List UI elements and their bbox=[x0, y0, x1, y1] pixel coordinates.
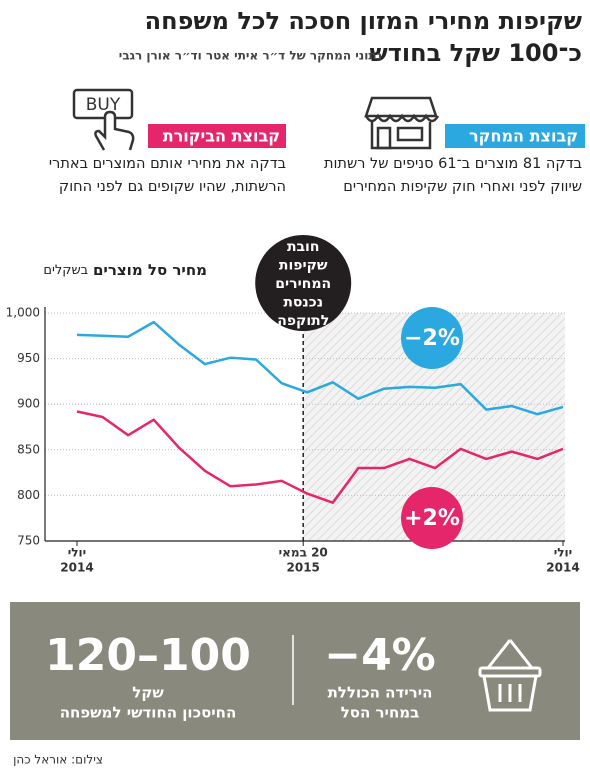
title: שקיפות מחירי המזון חסכה לכל משפחה bbox=[145, 7, 582, 35]
event-label: שקיפות bbox=[279, 258, 328, 274]
store-icon bbox=[364, 96, 440, 150]
event-circle bbox=[255, 235, 352, 331]
stat-text: החיסכון החודשי למשפחה bbox=[60, 704, 237, 722]
group-label-bg bbox=[148, 124, 286, 148]
group-text: שיווק לפני ואחרי חוק שקיפות המחירים bbox=[343, 179, 582, 195]
y-axis-label-unit: בשקלים bbox=[43, 263, 88, 278]
change-badge bbox=[401, 307, 463, 369]
change-label: −2% bbox=[404, 326, 460, 351]
group-text: בדקה 81 מוצרים ב־61 סניפים של רשתות bbox=[324, 156, 582, 172]
x-tick-label: 2014 bbox=[60, 561, 93, 575]
stat-value: 120–100 bbox=[45, 630, 251, 681]
subtitle: כ־100 שקל בחודש bbox=[370, 39, 582, 67]
group-label-bg bbox=[445, 124, 585, 148]
y-tick-label: 900 bbox=[17, 397, 40, 411]
y-tick-label: 800 bbox=[17, 488, 40, 502]
x-tick-label: יולי bbox=[68, 546, 86, 560]
x-tick-label: 20 במאי bbox=[279, 546, 328, 560]
event-label: המחירים bbox=[275, 276, 331, 292]
x-tick-label: 2015 bbox=[287, 561, 320, 575]
x-tick-label: יולי bbox=[554, 546, 572, 560]
source: נתוני המחקר של ד״ר איתי אטר וד״ר אורן רג… bbox=[119, 49, 382, 63]
stat-text: הירידה הכוללת bbox=[328, 684, 433, 702]
change-label: +2% bbox=[404, 506, 460, 531]
series-line bbox=[76, 320, 564, 416]
y-tick-label: 950 bbox=[17, 351, 40, 365]
basket-icon bbox=[478, 639, 542, 712]
stat-text: שקל bbox=[132, 684, 164, 702]
buy-icon: BUY bbox=[72, 88, 135, 151]
group-text: הרשתות, שהיו שקופים גם לפני החוק bbox=[59, 179, 286, 195]
event-label: חובת bbox=[287, 239, 320, 255]
stat-value: −4% bbox=[324, 630, 436, 681]
x-tick-label: 2014 bbox=[546, 561, 579, 575]
event-label: נכנסת bbox=[283, 295, 323, 311]
y-tick-label: 750 bbox=[17, 534, 40, 548]
buy-text: BUY bbox=[86, 95, 121, 115]
change-badge bbox=[401, 487, 463, 549]
y-axis-label: מחיר סל מוצרים בשקלים bbox=[43, 261, 207, 279]
event-label: לתוקפה bbox=[277, 313, 329, 329]
stat-text: במחיר הסל bbox=[341, 704, 420, 722]
series-line bbox=[76, 410, 564, 504]
credit: צילום: אוראל כהן bbox=[13, 753, 103, 767]
y-tick-label: 1,000 bbox=[6, 306, 40, 320]
group-label: קבוצת המחקר bbox=[469, 127, 578, 146]
y-axis-label-main: מחיר סל מוצרים bbox=[93, 261, 207, 279]
group-text: בדקה את מחירי אותם המוצרים באתרי bbox=[49, 156, 286, 172]
y-tick-label: 850 bbox=[17, 442, 40, 456]
stats-band bbox=[10, 602, 580, 740]
group-label: קבוצת הביקורת bbox=[163, 127, 280, 146]
